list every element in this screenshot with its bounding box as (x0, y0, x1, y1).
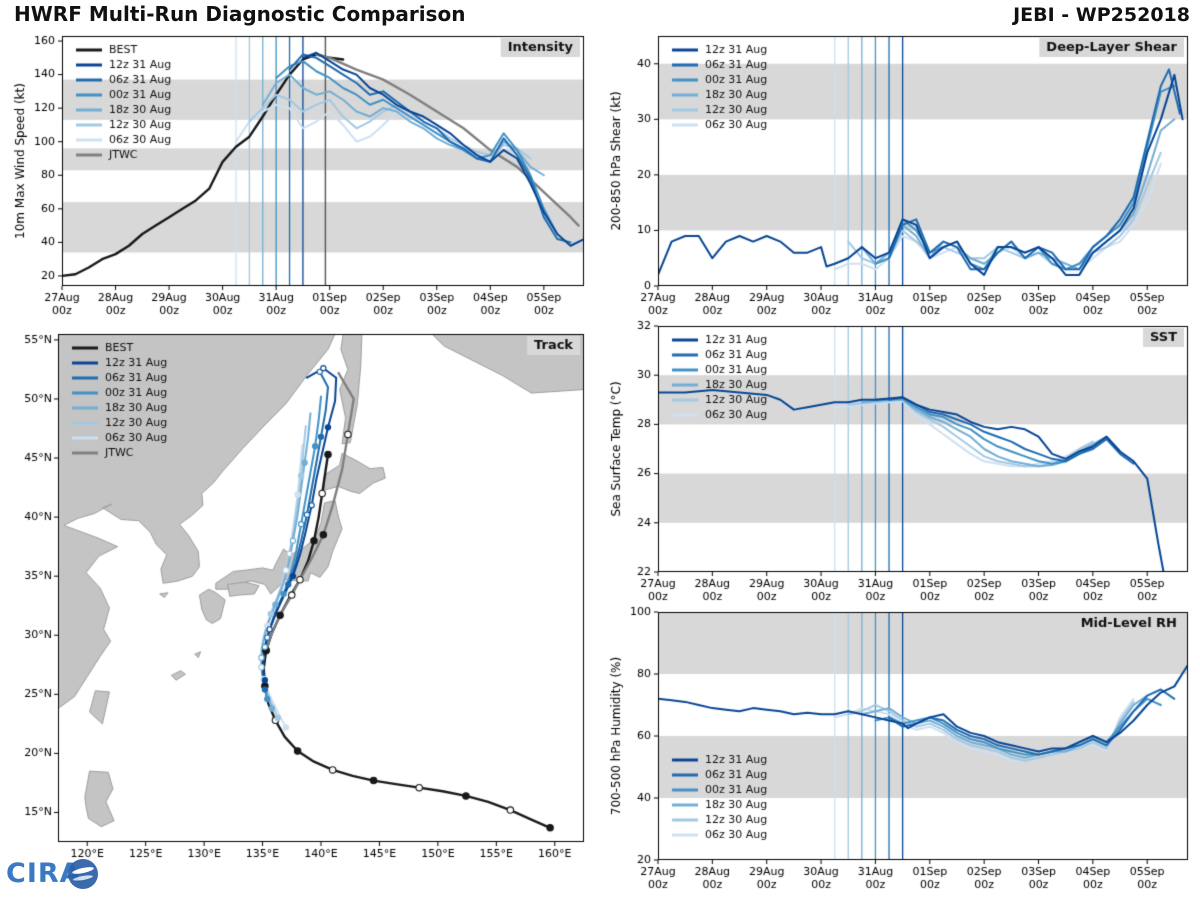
deep-layer-shear-chart (604, 30, 1196, 324)
page-title: HWRF Multi-Run Diagnostic Comparison (14, 2, 466, 26)
globe-icon (67, 858, 98, 889)
page-header: HWRF Multi-Run Diagnostic Comparison JEB… (14, 2, 1190, 26)
cira-logo: CIRA (6, 858, 98, 889)
mid-level-rh-chart (604, 606, 1196, 898)
intensity-chart (8, 30, 592, 324)
storm-title: JEBI - WP252018 (1013, 4, 1190, 26)
track-map (8, 328, 592, 874)
sst-chart (604, 320, 1196, 610)
